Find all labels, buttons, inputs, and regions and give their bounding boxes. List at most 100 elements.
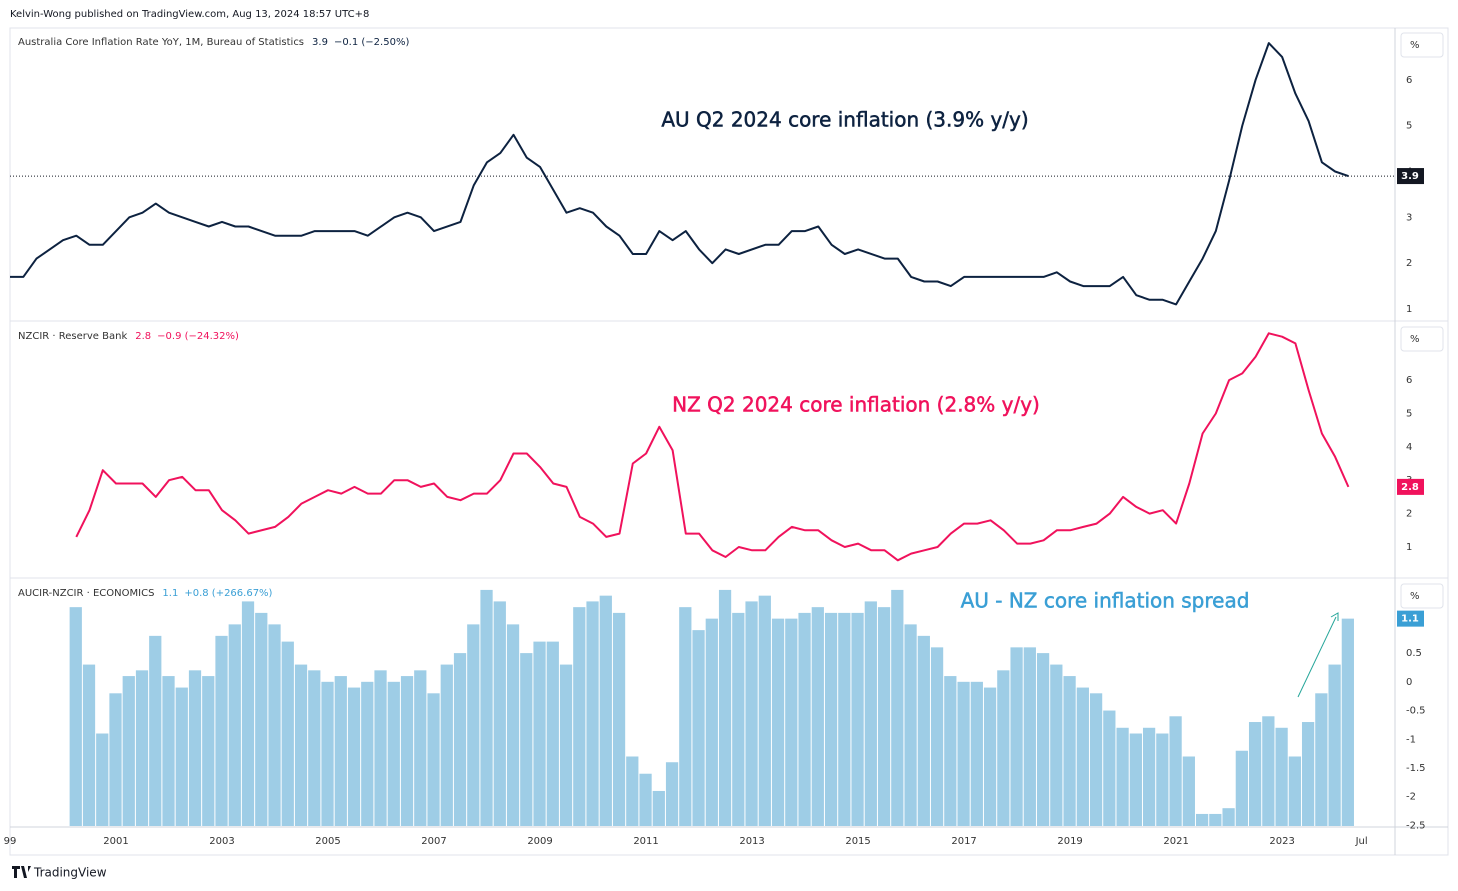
bar [811,607,824,826]
bar [1182,756,1195,826]
bar [771,618,785,826]
pane-legend: AUCIR-NZCIR · ECONOMICS 1.1 +0.8 (+266.67%… [18,588,273,599]
y-tick-label: -1 [1406,734,1416,745]
bar [758,595,771,826]
x-tick-label: 2011 [633,836,658,847]
y-tick-label: 3 [1406,212,1412,223]
logo [12,866,31,878]
bar [559,664,573,826]
bar [705,618,718,826]
x-tick-label: 99 [4,836,17,847]
bar [586,601,599,826]
pane-legend: Australia Core Inflation Rate YoY, 1M, B… [18,37,409,48]
bar [400,676,414,826]
annotation-arrowhead [1330,612,1339,621]
bar [1301,722,1315,826]
bar [546,641,559,826]
bar [838,612,851,826]
last-value-tag [1397,610,1424,627]
last-value-tag [1397,478,1424,495]
bar [983,687,997,826]
bar [440,664,453,826]
bar [1076,687,1089,826]
bar [82,664,96,826]
unit-box [1400,326,1444,352]
bar [957,681,970,826]
bar [520,653,533,826]
legend-change: −0.1 (−2.50%) [334,37,410,48]
last-value-tag-label: 1.1 [1401,614,1419,625]
bar [944,676,957,826]
bar [1023,647,1036,826]
annotation: NZ Q2 2024 core inflation (2.8% y/y) [672,393,1040,417]
bar [785,618,798,826]
annotation: AU Q2 2024 core inflation (3.9% y/y) [661,108,1028,132]
bar [109,693,122,826]
pane-legend: NZCIR · Reserve Bank 2.8 −0.9 (−24.32%) [18,331,239,342]
bar [255,612,268,826]
unit-box [1400,583,1444,609]
legend-value: 1.1 [162,588,178,599]
y-tick-label: 4 [1406,442,1412,453]
unit-label: % [1410,334,1420,345]
bar [175,687,188,826]
y-tick-label: 6 [1406,75,1412,86]
x-tick-label: 2013 [739,836,764,847]
y-tick-label: 2 [1406,509,1412,520]
y-tick-label: -2 [1406,792,1416,803]
bar [294,664,308,826]
bar [149,635,162,826]
unit-label: % [1410,40,1420,51]
bar [798,612,811,826]
bar [268,624,281,826]
bar [480,589,493,826]
x-tick-label: 2023 [1269,836,1294,847]
bar [506,624,520,826]
bar [652,790,665,826]
bar [1248,722,1262,826]
bar [96,733,109,826]
bar [679,607,692,826]
last-value-tag-label: 2.8 [1401,482,1419,493]
y-tick-label: -1.5 [1406,763,1426,774]
annotation: AU - NZ core inflation spread [961,589,1250,613]
bar [1328,664,1341,826]
bar [162,676,175,826]
last-value-tag-label: 3.9 [1401,171,1419,182]
series-line [75,332,1350,562]
y-tick-label: -2.5 [1406,820,1426,831]
publisher-header: Kelvin-Wong published on TradingView.com… [10,9,369,20]
x-tick-label: Jul [1355,836,1368,847]
bar [718,589,732,826]
y-tick-label: 1 [1406,542,1412,553]
bar [599,595,612,826]
annotation-arrow [1297,616,1337,698]
bar [665,762,679,826]
legend-title: Australia Core Inflation Rate YoY, 1M, B… [18,37,304,48]
bar [1315,693,1328,826]
unit-label: % [1410,591,1420,602]
bar [745,601,758,826]
series-line [10,42,1349,306]
bar [1156,733,1169,826]
bar [1142,727,1156,826]
x-tick-label: 2001 [103,836,128,847]
bar [427,693,440,826]
bar [467,624,480,826]
y-tick-label: 0 [1406,677,1412,688]
bar [626,756,639,826]
legend-title: AUCIR-NZCIR · ECONOMICS [18,588,154,599]
bar [930,647,944,826]
bar [1262,716,1275,826]
bar [228,624,241,826]
bar [387,681,400,826]
bar [321,681,334,826]
bar [970,681,983,826]
bar [414,670,427,826]
bar [374,670,387,826]
bar [1209,813,1222,826]
bar [877,607,891,826]
bar [1116,727,1129,826]
bar [1050,664,1063,826]
